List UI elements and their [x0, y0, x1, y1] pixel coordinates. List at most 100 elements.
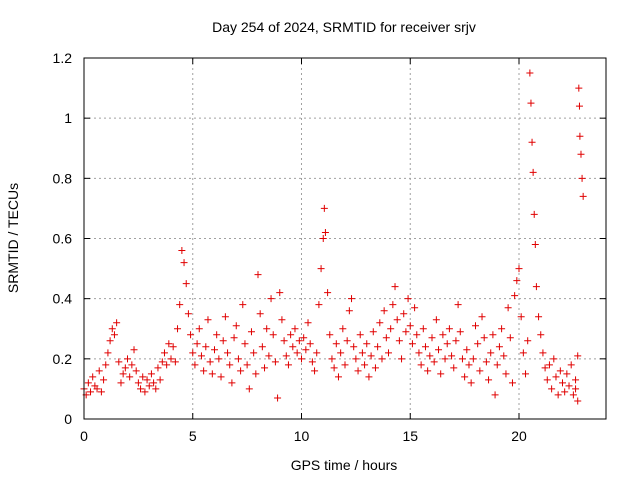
- chart-title: Day 254 of 2024, SRMTID for receiver srj…: [212, 19, 476, 35]
- data-point: [474, 340, 482, 348]
- data-point: [424, 367, 432, 375]
- data-point: [237, 367, 245, 375]
- data-point: [341, 361, 349, 369]
- data-point: [293, 349, 301, 357]
- data-point: [163, 361, 171, 369]
- data-point: [467, 379, 475, 387]
- data-point: [527, 99, 535, 107]
- data-point: [191, 361, 199, 369]
- data-point: [256, 310, 264, 318]
- data-point: [139, 373, 147, 381]
- data-point: [574, 352, 582, 360]
- data-point: [452, 337, 460, 345]
- data-point: [556, 367, 564, 375]
- data-point: [169, 343, 177, 351]
- data-point: [134, 379, 142, 387]
- data-point: [124, 355, 131, 363]
- data-point: [217, 373, 225, 381]
- data-point: [572, 376, 580, 384]
- data-point: [563, 370, 571, 378]
- data-point: [193, 340, 201, 348]
- data-point: [113, 319, 121, 327]
- data-point: [572, 385, 580, 393]
- data-point: [415, 349, 423, 357]
- data-point: [487, 349, 495, 357]
- data-point: [230, 334, 238, 342]
- data-points: [80, 69, 587, 405]
- data-point: [382, 334, 390, 342]
- data-point: [330, 364, 338, 372]
- data-point: [532, 283, 540, 291]
- x-tick-label: 20: [511, 428, 527, 444]
- data-point: [550, 355, 558, 363]
- data-point: [328, 355, 336, 363]
- data-point: [324, 289, 332, 297]
- data-point: [441, 355, 449, 363]
- data-point: [478, 313, 486, 321]
- data-point: [200, 367, 208, 375]
- data-point: [443, 340, 451, 348]
- data-point: [395, 337, 403, 345]
- data-point: [502, 370, 510, 378]
- data-point: [426, 352, 434, 360]
- data-point: [261, 364, 269, 372]
- data-point: [374, 343, 382, 351]
- data-point: [267, 295, 275, 303]
- data-point: [367, 352, 375, 360]
- data-point: [365, 373, 373, 381]
- data-point: [245, 385, 253, 393]
- data-point: [269, 331, 277, 339]
- data-point: [358, 349, 366, 357]
- data-point: [569, 391, 577, 399]
- data-point: [171, 358, 179, 366]
- data-point: [174, 325, 182, 333]
- data-point: [548, 385, 556, 393]
- x-tick-label: 0: [80, 428, 88, 444]
- grid: [84, 58, 606, 419]
- data-point: [187, 331, 195, 339]
- data-point: [378, 355, 386, 363]
- data-point: [339, 325, 347, 333]
- data-point: [345, 307, 353, 315]
- data-point: [350, 343, 358, 351]
- data-point: [517, 313, 525, 321]
- data-point: [400, 310, 408, 318]
- data-point: [282, 352, 290, 360]
- data-point: [406, 322, 414, 330]
- data-point: [182, 280, 190, 288]
- data-point: [519, 349, 527, 357]
- data-point: [100, 376, 108, 384]
- data-point: [445, 325, 453, 333]
- data-point: [371, 364, 379, 372]
- data-point: [304, 319, 312, 327]
- data-point: [239, 301, 247, 309]
- data-point: [289, 343, 297, 351]
- data-point: [89, 373, 97, 381]
- data-point: [271, 358, 279, 366]
- x-tick-label: 10: [294, 428, 310, 444]
- data-point: [115, 358, 123, 366]
- data-point: [577, 150, 585, 158]
- data-point: [308, 358, 316, 366]
- data-point: [243, 361, 251, 369]
- data-point: [567, 361, 575, 369]
- data-point: [485, 376, 493, 384]
- data-point: [448, 352, 456, 360]
- data-point: [106, 337, 114, 345]
- data-point: [524, 337, 532, 345]
- data-point: [408, 340, 416, 348]
- data-point: [463, 346, 471, 354]
- data-point: [545, 361, 553, 369]
- data-point: [295, 337, 303, 345]
- data-point: [232, 322, 240, 330]
- data-point: [456, 328, 464, 336]
- y-tick-label: 1.2: [53, 50, 73, 66]
- data-point: [298, 355, 305, 363]
- data-point: [208, 370, 216, 378]
- data-point: [321, 228, 329, 236]
- data-point: [121, 364, 129, 372]
- data-point: [84, 379, 92, 387]
- data-point: [224, 349, 232, 357]
- data-point: [539, 349, 547, 357]
- data-point: [482, 358, 490, 366]
